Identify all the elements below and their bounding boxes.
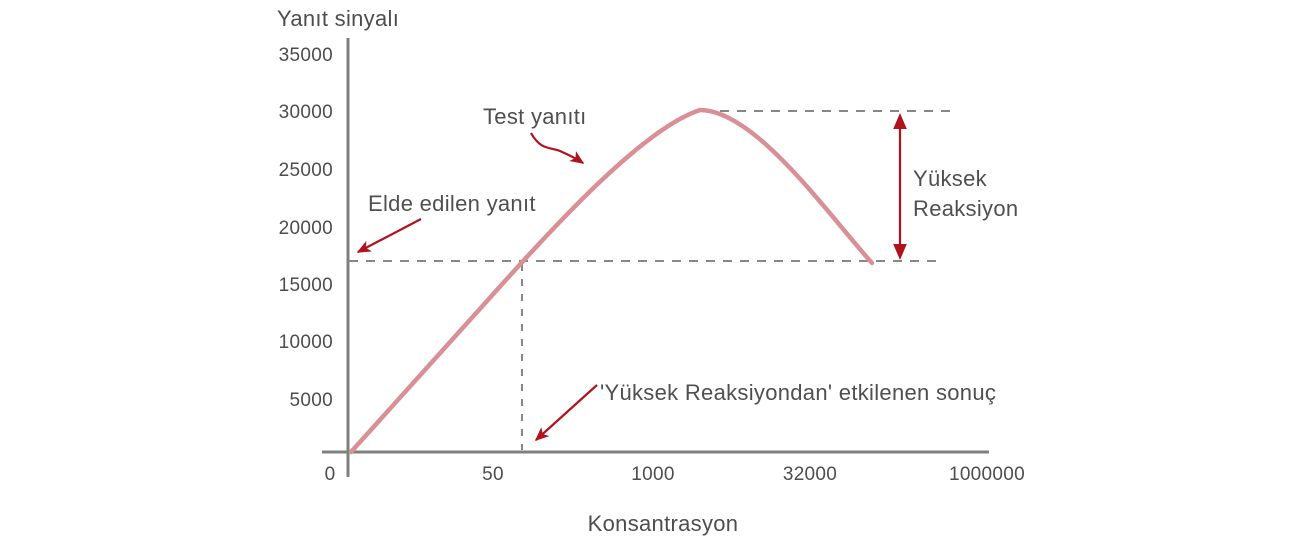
y-axis-title: Yanıt sinyalı [277,6,399,31]
affected-result-arrow-icon [534,384,598,442]
high-reaction-arrowhead-up-icon [893,113,907,129]
x-tick-label-0: 0 [325,464,336,485]
y-tick-label-15000: 15000 [279,275,333,296]
y-tick-label-35000: 35000 [279,45,333,66]
y-tick-label-30000: 30000 [279,102,333,123]
y-tick-label-20000: 20000 [279,218,333,239]
obtained-response-arrow-icon [356,218,422,253]
high-reaction-arrowhead-down-icon [893,244,907,260]
y-tick-label-5000: 5000 [290,390,333,411]
test-response-label: Test yanıtı [483,104,587,129]
x-tick-label-1000000: 1000000 [949,464,1025,485]
affected-result-label: 'Yüksek Reaksiyondan' etkilenen sonuç [600,380,996,405]
y-tick-label-25000: 25000 [279,160,333,181]
obtained-response-label: Elde edilen yanıt [368,191,536,216]
y-tick-label-10000: 10000 [279,332,333,353]
x-tick-label-50: 50 [482,464,504,485]
response-curve [348,107,875,455]
test-response-curved-arrow-icon [530,132,585,164]
high-reaction-label-line1: Yüksek [913,166,988,191]
x-tick-label-32000: 32000 [783,464,837,485]
high-reaction-label-line2: Reaksiyon [913,196,1018,221]
x-tick-label-1000: 1000 [631,464,674,485]
x-axis-title: Konsantrasyon [588,511,739,536]
